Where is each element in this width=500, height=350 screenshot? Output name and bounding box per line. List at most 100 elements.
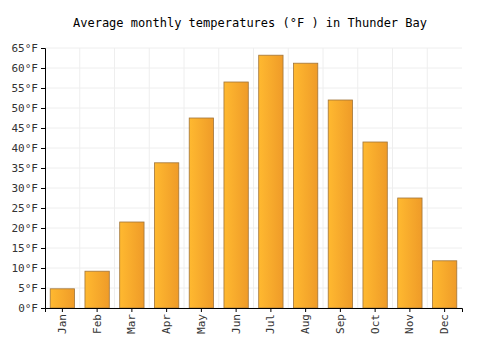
bar bbox=[224, 82, 248, 308]
x-tick: Nov bbox=[403, 308, 416, 334]
y-tick-label: 30°F bbox=[12, 182, 39, 195]
bar bbox=[120, 222, 144, 308]
x-tick-mark bbox=[375, 308, 376, 312]
y-axis: 0°F 5°F 10°F 15°F 20°F 25°F 30°F 35°F 40°F 45°F 50… bbox=[12, 42, 46, 315]
x-tick-mark bbox=[236, 308, 237, 312]
y-tick: 0°F bbox=[18, 302, 45, 315]
x-tick: Sep bbox=[334, 308, 347, 334]
bar bbox=[154, 163, 178, 308]
bar bbox=[259, 55, 283, 308]
x-tick-mark bbox=[340, 308, 341, 312]
x-tick: Jul bbox=[264, 308, 277, 334]
x-tick: Dec bbox=[438, 308, 451, 334]
x-tick-label: May bbox=[195, 314, 208, 334]
x-axis-line bbox=[46, 309, 463, 313]
y-tick: 15°F bbox=[12, 242, 46, 255]
x-tick-mark bbox=[166, 308, 167, 312]
y-tick-label: 25°F bbox=[12, 202, 39, 215]
grid-line bbox=[184, 48, 185, 308]
y-tick-label: 50°F bbox=[12, 102, 39, 115]
title: Average monthly temperatures (°F ) in Th… bbox=[73, 16, 427, 30]
grid-line bbox=[427, 48, 428, 308]
bar bbox=[363, 142, 387, 308]
y-tick: 45°F bbox=[12, 122, 46, 135]
y-axis-line bbox=[41, 49, 46, 309]
grid-line bbox=[288, 48, 289, 308]
y-tick-mark bbox=[41, 248, 45, 249]
y-tick: 25°F bbox=[12, 202, 46, 215]
x-tick-mark bbox=[97, 308, 98, 312]
x-tick-label: Jun bbox=[230, 314, 243, 334]
x-tick-label: Mar bbox=[125, 314, 138, 334]
grid-line bbox=[392, 48, 393, 308]
y-tick: 20°F bbox=[12, 222, 46, 235]
y-tick-label: 40°F bbox=[12, 142, 39, 155]
x-tick: Jun bbox=[230, 308, 243, 334]
bars bbox=[50, 55, 457, 308]
grid-line bbox=[323, 48, 324, 308]
x-tick: May bbox=[195, 308, 208, 334]
y-tick-label: 15°F bbox=[12, 242, 39, 255]
x-tick: Jan bbox=[56, 308, 69, 334]
x-tick: Apr bbox=[160, 308, 173, 334]
y-tick: 5°F bbox=[18, 282, 45, 295]
bar bbox=[293, 63, 317, 308]
grid-line bbox=[79, 48, 80, 308]
x-tick-label: Jan bbox=[56, 314, 69, 334]
x-tick-label: Apr bbox=[160, 314, 173, 334]
x-tick-mark bbox=[62, 308, 63, 312]
grid-line bbox=[357, 48, 358, 308]
x-tick-label: Sep bbox=[334, 314, 347, 334]
x-tick-label: Aug bbox=[299, 314, 312, 334]
y-tick-label: 10°F bbox=[12, 262, 39, 275]
chart: 0°F 5°F 10°F 15°F 20°F 25°F 30°F 35°F 40°F 45°F 50… bbox=[0, 0, 500, 350]
x-tick-mark bbox=[270, 308, 271, 312]
y-tick-label: 45°F bbox=[12, 122, 39, 135]
x-tick: Oct bbox=[369, 308, 382, 334]
bar bbox=[398, 198, 422, 308]
y-tick-label: 65°F bbox=[12, 42, 39, 55]
y-tick: 60°F bbox=[12, 62, 46, 75]
y-tick: 50°F bbox=[12, 102, 46, 115]
y-tick: 40°F bbox=[12, 142, 46, 155]
y-tick-mark bbox=[41, 308, 45, 309]
y-tick-label: 20°F bbox=[12, 222, 39, 235]
x-tick: Mar bbox=[125, 308, 138, 334]
x-tick: Feb bbox=[91, 308, 104, 334]
y-tick: 30°F bbox=[12, 182, 46, 195]
y-tick: 55°F bbox=[12, 82, 46, 95]
y-tick: 10°F bbox=[12, 262, 46, 275]
bar bbox=[328, 100, 352, 308]
x-tick-mark bbox=[305, 308, 306, 312]
y-tick-label: 35°F bbox=[12, 162, 39, 175]
x-tick-mark bbox=[201, 308, 202, 312]
y-tick-label: 55°F bbox=[12, 82, 39, 95]
y-tick-label: 0°F bbox=[18, 302, 38, 315]
y-tick-mark bbox=[41, 108, 45, 109]
x-tick-label: Feb bbox=[91, 314, 104, 334]
grid-line bbox=[253, 48, 254, 308]
y-tick-mark bbox=[41, 228, 45, 229]
y-tick-mark bbox=[41, 288, 45, 289]
bar bbox=[50, 289, 74, 308]
y-tick: 65°F bbox=[12, 42, 46, 55]
grid bbox=[45, 48, 462, 308]
bar bbox=[85, 271, 109, 308]
y-tick-mark bbox=[41, 268, 45, 269]
x-tick-mark bbox=[131, 308, 132, 312]
y-tick-mark bbox=[41, 208, 45, 209]
y-tick-label: 60°F bbox=[12, 62, 39, 75]
x-tick-label: Oct bbox=[369, 314, 382, 334]
x-tick-mark bbox=[444, 308, 445, 312]
x-axis: Jan Feb Mar Apr May Jun Jul Aug Sep Oct Nov Dec bbox=[46, 308, 463, 334]
y-tick-mark bbox=[41, 68, 45, 69]
grid-line bbox=[114, 48, 115, 308]
x-tick-label: Jul bbox=[264, 314, 277, 334]
y-tick-mark bbox=[41, 168, 45, 169]
x-tick: Aug bbox=[299, 308, 312, 334]
y-tick-mark bbox=[41, 48, 45, 49]
grid-line bbox=[149, 48, 150, 308]
y-tick-mark bbox=[41, 188, 45, 189]
bar bbox=[432, 261, 456, 308]
y-tick-mark bbox=[41, 128, 45, 129]
